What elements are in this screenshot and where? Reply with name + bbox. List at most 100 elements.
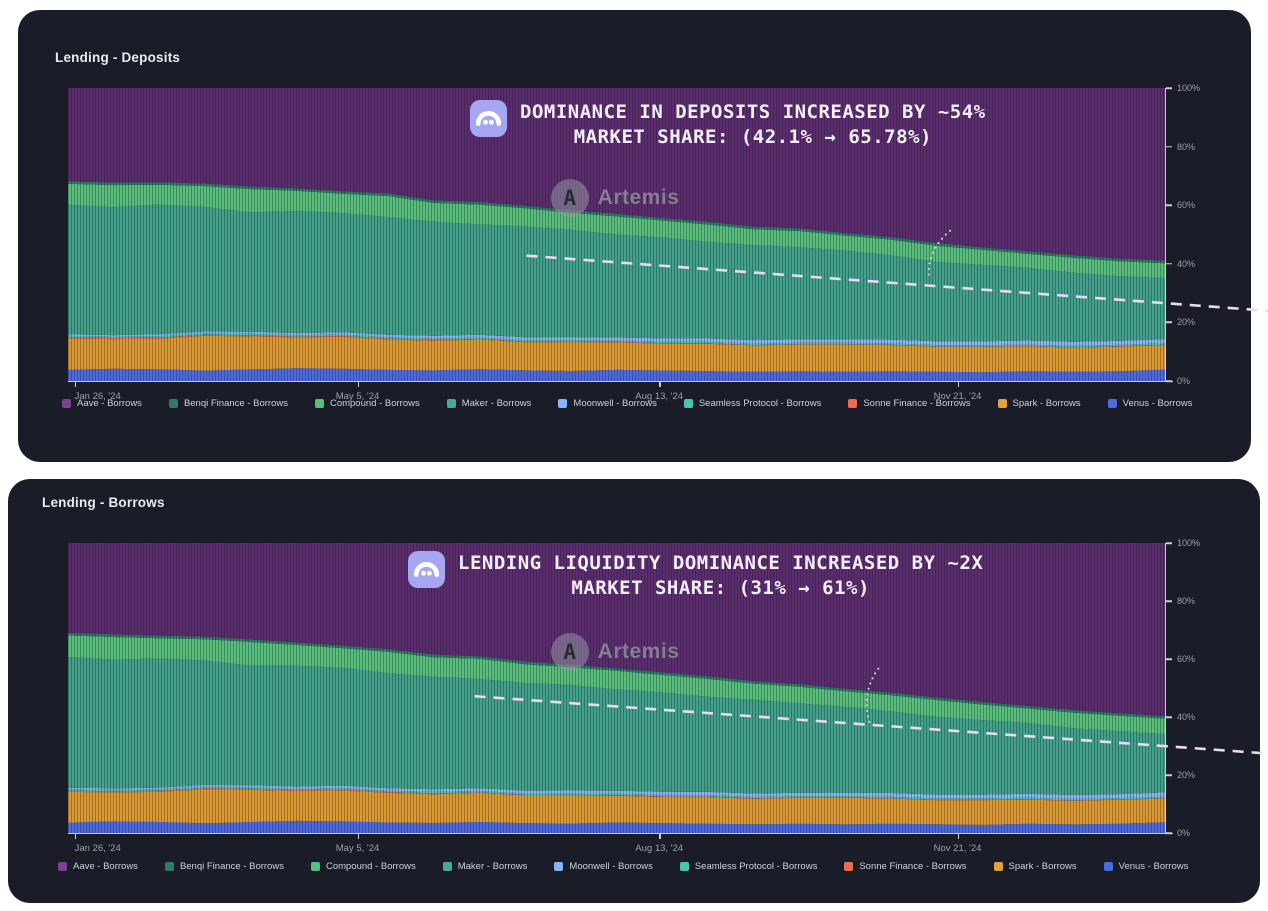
y-tick [1166,658,1172,660]
legend-item-aave-borrows[interactable]: Aave - Borrows [58,861,138,872]
area-moonwell [68,784,1165,799]
y-axis: 100% 80% 60% 40% 20% 0% [1165,538,1212,838]
bar-texture-overlay [68,88,1165,381]
legend-swatch [844,862,854,871]
annotation-connector-dotted [927,229,952,281]
legend-swatch [848,399,858,408]
legend-swatch [679,862,689,871]
legend-item-sonne-finance-borrows[interactable]: Sonne Finance - Borrows [844,861,967,872]
legend-item-benqi-finance-borrows[interactable]: Benqi Finance - Borrows [164,861,284,872]
annotation-text: DOMINANCE IN DEPOSITS INCREASED BY ~54% … [520,100,986,150]
x-tick-label: Aug 13, '24 [635,391,684,402]
watermark-label: Artemis [597,185,680,209]
legend-label: Aave - Borrows [77,398,142,409]
trend-dashed-line [526,254,1268,313]
y-tick-label: 80% [1177,596,1196,606]
trend-arrow-layer [526,229,1268,313]
artemis-watermark: A Artemis [550,178,680,217]
area-spark [68,335,1165,373]
x-tick [659,382,661,387]
area-maker [68,204,1165,342]
x-axis: Jan 26, '24 May 5, '24 Aug 13, '24 Nov 21, … [68,381,1173,412]
deposits-chart-card: Lending - Deposits A Artemis DOMINANCE I… [18,10,1268,462]
stacked-area-chart [68,543,1165,833]
chart-title: Lending - Borrows [42,495,165,510]
legend: Aave - Borrows Benqi Finance - Borrows Com… [58,861,1188,872]
legend-label: Maker - Borrows [457,861,528,872]
legend-label: Moonwell - Borrows [569,861,653,872]
legend-item-venus-borrows[interactable]: Venus - Borrows [1103,861,1189,872]
legend-item-benqi-finance-borrows[interactable]: Benqi Finance - Borrows [168,398,288,409]
legend-item-sonne-finance-borrows[interactable]: Sonne Finance - Borrows [848,398,971,409]
area-compound [68,635,1165,734]
area-benqi [68,181,1165,264]
legend-swatch [314,399,324,408]
legend-swatch [1107,399,1117,408]
legend-label: Benqi Finance - Borrows [183,398,288,409]
area-maker [68,656,1165,795]
legend-item-spark-borrows[interactable]: Spark - Borrows [997,398,1081,409]
legend-swatch [1103,862,1113,871]
legend-label: Spark - Borrows [1012,398,1081,409]
legend-label: Venus - Borrows [1118,861,1189,872]
annotation-line-1: DOMINANCE IN DEPOSITS INCREASED BY ~54% [520,101,986,123]
annotation-callout: LENDING LIQUIDITY DOMINANCE INCREASED BY… [408,551,983,601]
area-spark [68,789,1165,825]
legend-swatch [442,862,452,871]
legend-item-compound-borrows[interactable]: Compound - Borrows [314,398,420,409]
legend-item-maker-borrows[interactable]: Maker - Borrows [442,861,528,872]
legend-item-venus-borrows[interactable]: Venus - Borrows [1107,398,1192,409]
legend-item-seamless-protocol-borrows[interactable]: Seamless Protocol - Borrows [683,398,821,409]
legend-label: Moonwell - Borrows [573,398,657,409]
y-tick-label: 80% [1177,141,1196,152]
annotation-line-2: MARKET SHARE: (42.1% → 65.78%) [573,126,932,148]
x-tick [957,834,960,839]
legend-label: Compound - Borrows [329,398,420,409]
legend-label: Sonne Finance - Borrows [859,861,967,872]
x-tick-label: Nov 21, '24 [933,391,982,402]
y-tick [1166,542,1172,544]
x-axis: Jan 26, '24 May 5, '24 Aug 13, '24 Nov 21, … [68,833,1173,864]
watermark-label: Artemis [597,639,680,663]
legend-swatch [164,862,174,871]
legend-item-maker-borrows[interactable]: Maker - Borrows [446,398,531,409]
annotation-connector-dotted [865,667,880,724]
trend-arrow-layer [474,667,1268,755]
legend-item-compound-borrows[interactable]: Compound - Borrows [310,861,416,872]
y-tick-label: 60% [1177,200,1196,211]
legend-label: Benqi Finance - Borrows [179,861,284,872]
y-tick [1166,774,1172,776]
x-tick [659,834,661,839]
annotation-line-1: LENDING LIQUIDITY DOMINANCE INCREASED BY… [458,552,984,574]
stacked-area-chart [68,88,1165,381]
x-tick [957,382,960,387]
area-aave [68,88,1165,261]
area-moonwell [68,331,1165,346]
y-tick-label: 100% [1177,83,1201,93]
moonwell-logo-icon [470,100,507,137]
y-tick [1166,87,1172,89]
area-seamless [68,333,1165,348]
moonwell-logo-icon [408,551,445,588]
area-benqi [68,632,1165,719]
legend-item-aave-borrows[interactable]: Aave - Borrows [62,398,142,409]
y-tick [1166,716,1172,718]
x-tick [357,382,359,387]
y-axis: 100% 80% 60% 40% 20% 0% [1165,83,1212,386]
artemis-watermark: A Artemis [550,632,680,671]
legend-item-moonwell-borrows[interactable]: Moonwell - Borrows [554,861,653,872]
y-tick-label: 0% [1177,828,1191,838]
legend-swatch [168,399,178,408]
legend-label: Aave - Borrows [73,861,138,872]
y-tick-label: 100% [1177,538,1201,548]
y-tick-label: 0% [1177,376,1191,386]
legend-item-moonwell-borrows[interactable]: Moonwell - Borrows [558,398,657,409]
chart-title: Lending - Deposits [55,50,181,65]
x-tick-label: May 5, '24 [335,843,380,854]
annotation-line-2: MARKET SHARE: (31% → 61%) [571,577,870,599]
borrows-chart-card: Lending - Borrows A Artemis LENDING LIQU… [8,479,1268,903]
y-tick-label: 40% [1177,712,1196,722]
legend-item-seamless-protocol-borrows[interactable]: Seamless Protocol - Borrows [679,861,817,872]
legend-item-spark-borrows[interactable]: Spark - Borrows [993,861,1077,872]
